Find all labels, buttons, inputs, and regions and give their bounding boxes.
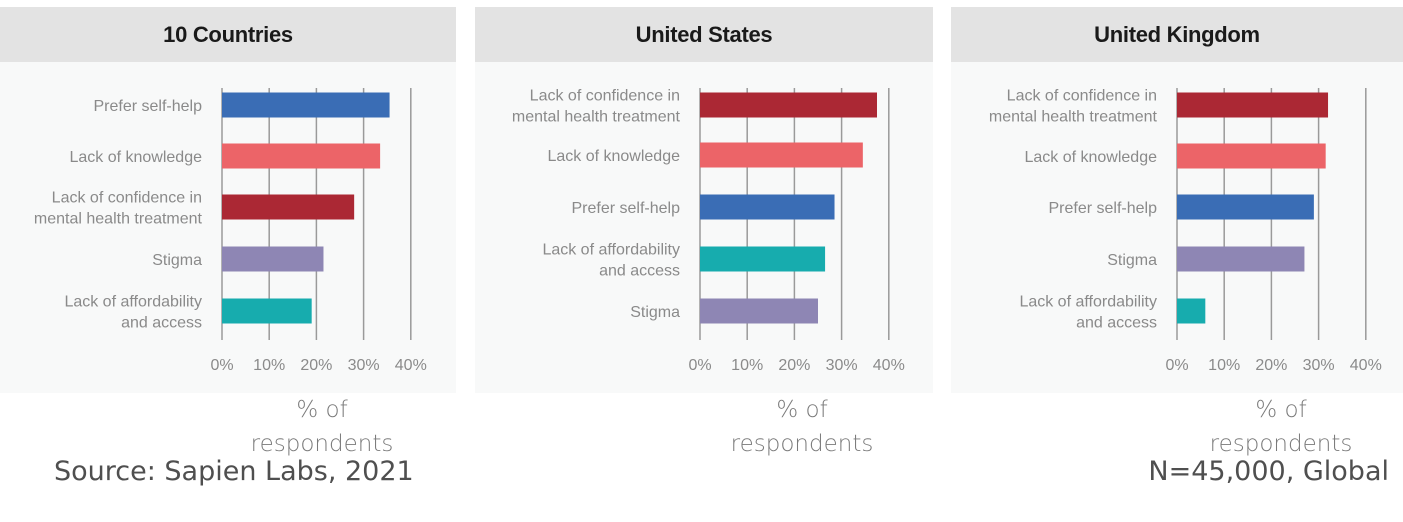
bar-chart: Lack of confidence in mental health treat… bbox=[989, 88, 1382, 375]
category-label: Prefer self-help bbox=[94, 98, 203, 115]
category-label: and access bbox=[121, 315, 202, 332]
bar bbox=[700, 298, 818, 324]
tick-label: 30% bbox=[1303, 357, 1335, 374]
bar bbox=[700, 92, 877, 118]
bar bbox=[222, 143, 381, 169]
tick-label: 0% bbox=[1165, 357, 1188, 374]
category-label: Stigma bbox=[630, 304, 680, 321]
category-label: mental health treatment bbox=[989, 109, 1158, 126]
bar bbox=[222, 298, 312, 324]
chart-title: United States bbox=[475, 7, 933, 62]
category-label: Prefer self-help bbox=[1049, 200, 1158, 217]
tick-label: 10% bbox=[253, 357, 285, 374]
category-label: Lack of confidence in bbox=[1007, 88, 1157, 105]
chart-title: United Kingdom bbox=[951, 7, 1403, 62]
category-label: Stigma bbox=[1107, 252, 1157, 269]
bar bbox=[222, 92, 390, 118]
category-label: Lack of knowledge bbox=[547, 148, 680, 165]
tick-label: 0% bbox=[688, 357, 711, 374]
tick-label: 40% bbox=[395, 357, 427, 374]
category-label: Prefer self-help bbox=[572, 200, 681, 217]
x-axis-title: % of respondents bbox=[730, 397, 874, 457]
category-label: Lack of affordability bbox=[1019, 294, 1157, 311]
tick-label: 40% bbox=[1350, 357, 1382, 374]
chart-panel-10-countries: 10 Countries Prefer self-help Lack of kno… bbox=[0, 7, 456, 393]
category-label: mental health treatment bbox=[512, 109, 681, 126]
category-label: Lack of confidence in bbox=[52, 190, 202, 207]
chart-panel-united-kingdom: United Kingdom Lack of confidence in ment… bbox=[951, 7, 1403, 393]
tick-label: 20% bbox=[778, 357, 810, 374]
bar bbox=[1177, 143, 1326, 169]
sample-size-note: N=45,000, Global bbox=[1148, 456, 1389, 487]
tick-label: 30% bbox=[826, 357, 858, 374]
tick-label: 0% bbox=[210, 357, 233, 374]
category-label: Lack of affordability bbox=[64, 294, 202, 311]
bar bbox=[222, 194, 355, 220]
bar bbox=[700, 194, 835, 220]
bar bbox=[1177, 298, 1206, 324]
x-axis-title: % of respondents bbox=[1209, 397, 1353, 457]
category-label: and access bbox=[1076, 315, 1157, 332]
tick-label: 10% bbox=[1208, 357, 1240, 374]
category-label: and access bbox=[599, 263, 680, 280]
x-axis-title: % of respondents bbox=[250, 397, 394, 457]
chart-title: 10 Countries bbox=[0, 7, 456, 62]
tick-label: 20% bbox=[300, 357, 332, 374]
bar bbox=[222, 246, 324, 272]
category-label: Lack of knowledge bbox=[69, 149, 202, 166]
tick-label: 10% bbox=[731, 357, 763, 374]
category-label: mental health treatment bbox=[34, 211, 203, 228]
bar bbox=[1177, 92, 1329, 118]
category-label: Lack of affordability bbox=[542, 242, 680, 259]
category-label: Stigma bbox=[152, 252, 202, 269]
bar-chart: Lack of confidence in mental health treat… bbox=[512, 88, 905, 375]
source-note: Source: Sapien Labs, 2021 bbox=[54, 456, 414, 487]
bar bbox=[1177, 246, 1305, 272]
category-label: Lack of knowledge bbox=[1024, 149, 1157, 166]
tick-label: 30% bbox=[348, 357, 380, 374]
chart-panel-united-states: United States Lack of confidence in menta… bbox=[475, 7, 933, 393]
bar-chart: Prefer self-help Lack of knowledge Lack of… bbox=[34, 88, 427, 374]
tick-label: 40% bbox=[873, 357, 905, 374]
tick-label: 20% bbox=[1255, 357, 1287, 374]
bar bbox=[1177, 194, 1314, 220]
bar bbox=[700, 246, 826, 272]
bar bbox=[700, 142, 863, 168]
category-label: Lack of confidence in bbox=[530, 88, 680, 105]
